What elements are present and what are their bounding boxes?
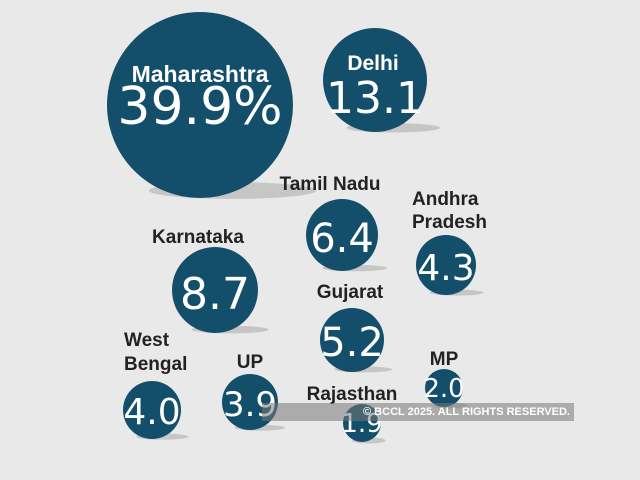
bubble-circle (320, 308, 384, 372)
bubble-value: 4.3 (417, 248, 474, 289)
bubble-value: 4.0 (123, 392, 180, 433)
bubble-karnataka: Karnataka 8.7 (152, 227, 269, 334)
bubble-label: Bengal (124, 354, 187, 375)
bubble-label: Karnataka (152, 227, 244, 248)
copyright-watermark: © BCCL 2025. ALL RIGHTS RESERVED. (262, 403, 574, 421)
bubble-label: Andhra (412, 189, 479, 210)
bubble-label: MP (430, 349, 459, 370)
bubble-value: 5.2 (320, 320, 384, 366)
bubble-value: 13.1 (326, 73, 424, 124)
bubble-gujarat: Gujarat 5.2 (317, 282, 393, 373)
bubble-circle (306, 199, 378, 271)
bubble-label: Tamil Nadu (280, 174, 381, 195)
bubble-circle (425, 369, 463, 407)
bubble-tamil-nadu: Tamil Nadu 6.4 (280, 174, 387, 272)
bubble-value: 2.0 (423, 374, 464, 404)
bubble-circle (172, 247, 258, 333)
bubble-circle (416, 235, 476, 295)
bubble-label: Maharashtra (132, 61, 269, 87)
bubble-west-bengal: West Bengal 4.0 (123, 330, 189, 440)
bubble-value: 6.4 (310, 216, 374, 262)
bubble-mp: MP 2.0 (423, 349, 468, 409)
bubble-label: Rajasthan (307, 384, 398, 405)
bubble-label: Gujarat (317, 282, 384, 303)
bubble-label: Delhi (347, 52, 398, 75)
bubble-circle (107, 12, 293, 198)
bubble-label: UP (237, 352, 264, 373)
bubble-label: West (124, 330, 170, 351)
bubble-circle (323, 28, 427, 132)
bubble-value: 8.7 (180, 269, 250, 320)
bubble-value: 39.9% (117, 77, 282, 137)
bubble-label: Pradesh (412, 212, 487, 233)
bubble-circle (123, 381, 181, 439)
